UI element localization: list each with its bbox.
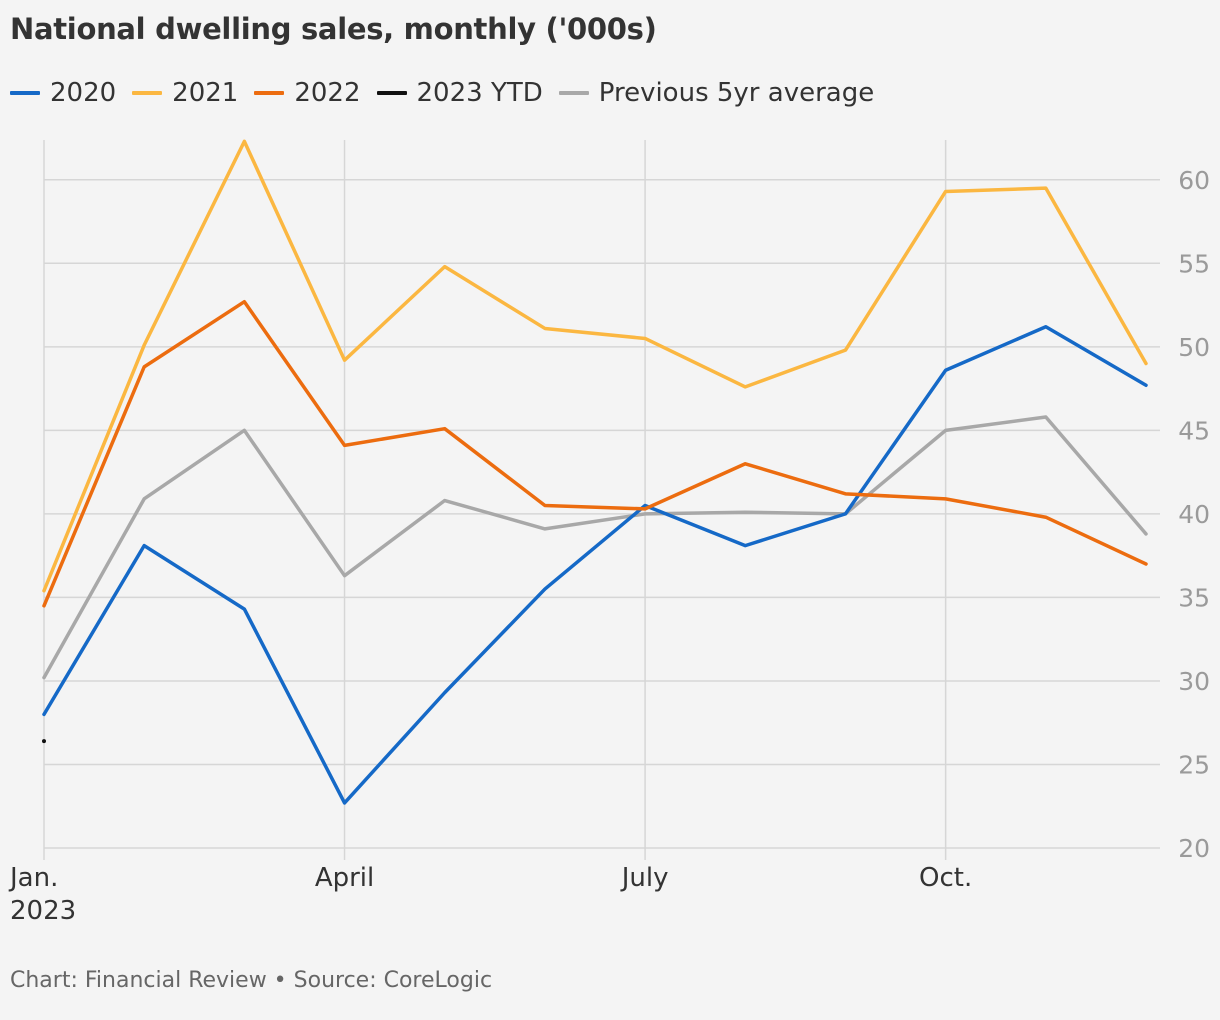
legend-item-2023-ytd: 2023 YTD (376, 78, 543, 108)
y-tick-label: 25 (1178, 750, 1210, 779)
y-tick-label: 20 (1178, 834, 1210, 863)
line-chart: 20 25 30 35 40 45 50 55 60 Jan. 2023 April July Oct. (8, 139, 1210, 920)
x-tick-sublabel: 2023 (10, 896, 76, 920)
x-tick-label: July (620, 863, 669, 893)
y-tick-label: 60 (1178, 166, 1210, 195)
legend: 2020 2021 2022 2023 YTD Previous 5yr average (10, 76, 890, 110)
legend-swatch (10, 91, 40, 95)
legend-label: Previous 5yr average (598, 78, 875, 108)
chart-footer: Chart: Financial Review • Source: CoreLo… (10, 968, 493, 993)
y-tick-label: 40 (1178, 500, 1210, 529)
series-line-2022 (42, 299, 1148, 608)
legend-swatch (558, 91, 589, 95)
chart-title: National dwelling sales, monthly ('000s) (10, 12, 657, 46)
legend-item-2021: 2021 (132, 78, 238, 108)
legend-label: 2020 (50, 78, 117, 108)
legend-swatch (132, 91, 163, 95)
x-tick-label: Jan. (8, 863, 58, 893)
legend-label: 2022 (294, 78, 361, 108)
y-tick-label: 35 (1178, 583, 1210, 612)
y-tick-label: 30 (1178, 667, 1210, 696)
legend-swatch (376, 91, 407, 95)
y-tick-label: 45 (1178, 416, 1210, 445)
legend-item-2020: 2020 (10, 78, 116, 108)
series-line-2021 (42, 139, 1148, 593)
x-tick-label: Oct. (919, 863, 972, 893)
legend-label: 2021 (172, 78, 239, 108)
legend-swatch (254, 91, 285, 95)
y-tick-label: 55 (1178, 249, 1210, 278)
legend-item-2022: 2022 (254, 78, 361, 108)
legend-label: 2023 YTD (416, 78, 543, 108)
x-tick-label: April (315, 863, 374, 893)
series-line-previous-5yr-average (42, 415, 1148, 680)
series-point-2023-ytd (42, 739, 46, 744)
y-tick-label: 50 (1178, 333, 1210, 362)
series-line-2020 (42, 325, 1148, 805)
legend-item-previous-5yr-average: Previous 5yr average (558, 78, 875, 108)
